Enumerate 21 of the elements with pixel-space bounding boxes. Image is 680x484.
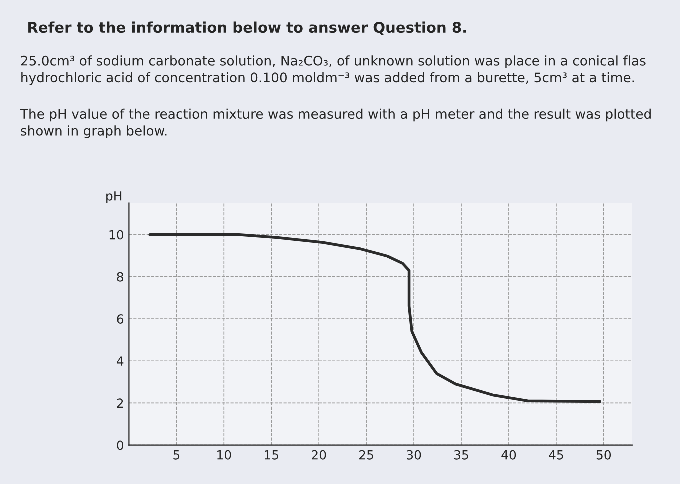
x-tick-label: 10	[218, 450, 232, 460]
y-tick-label: 2	[117, 398, 124, 408]
x-tick-label: 25	[360, 450, 374, 460]
x-tick-label: 45	[549, 450, 564, 460]
line-series	[148, 233, 602, 404]
y-tick-label: 0	[117, 440, 124, 450]
x-tick-label: 5	[174, 450, 180, 460]
x-tick-label: 20	[312, 450, 326, 460]
y-tick-label: 8	[117, 272, 124, 282]
chart-title: Refer to the information below to answer Question 8.	[28, 22, 466, 35]
y-axis-title: pH	[106, 192, 122, 204]
x-tick-label: 30	[407, 450, 422, 460]
text: The pH value of the reaction mixture was measured with a pH meter and the result was plotted shown in graph below.	[20, 108, 651, 138]
y-tick-label: 4	[116, 356, 124, 366]
y-tick-label: 6	[117, 314, 124, 324]
x-tick-label: 50	[596, 450, 612, 460]
x-tick-label: 35	[454, 450, 468, 460]
text: 25.0cm³ of sodium carbonate solution, Na₂CO₃, of unknown solution was place in a conical flas hydrochloric acid of concentration 0.100 moldm⁻³ was added from a burette, 5cm³ at a time.	[21, 56, 646, 86]
x-tick-label: 15	[265, 450, 278, 460]
x-tick-label: 40	[502, 450, 516, 460]
y-tick-label: 10	[110, 230, 124, 240]
